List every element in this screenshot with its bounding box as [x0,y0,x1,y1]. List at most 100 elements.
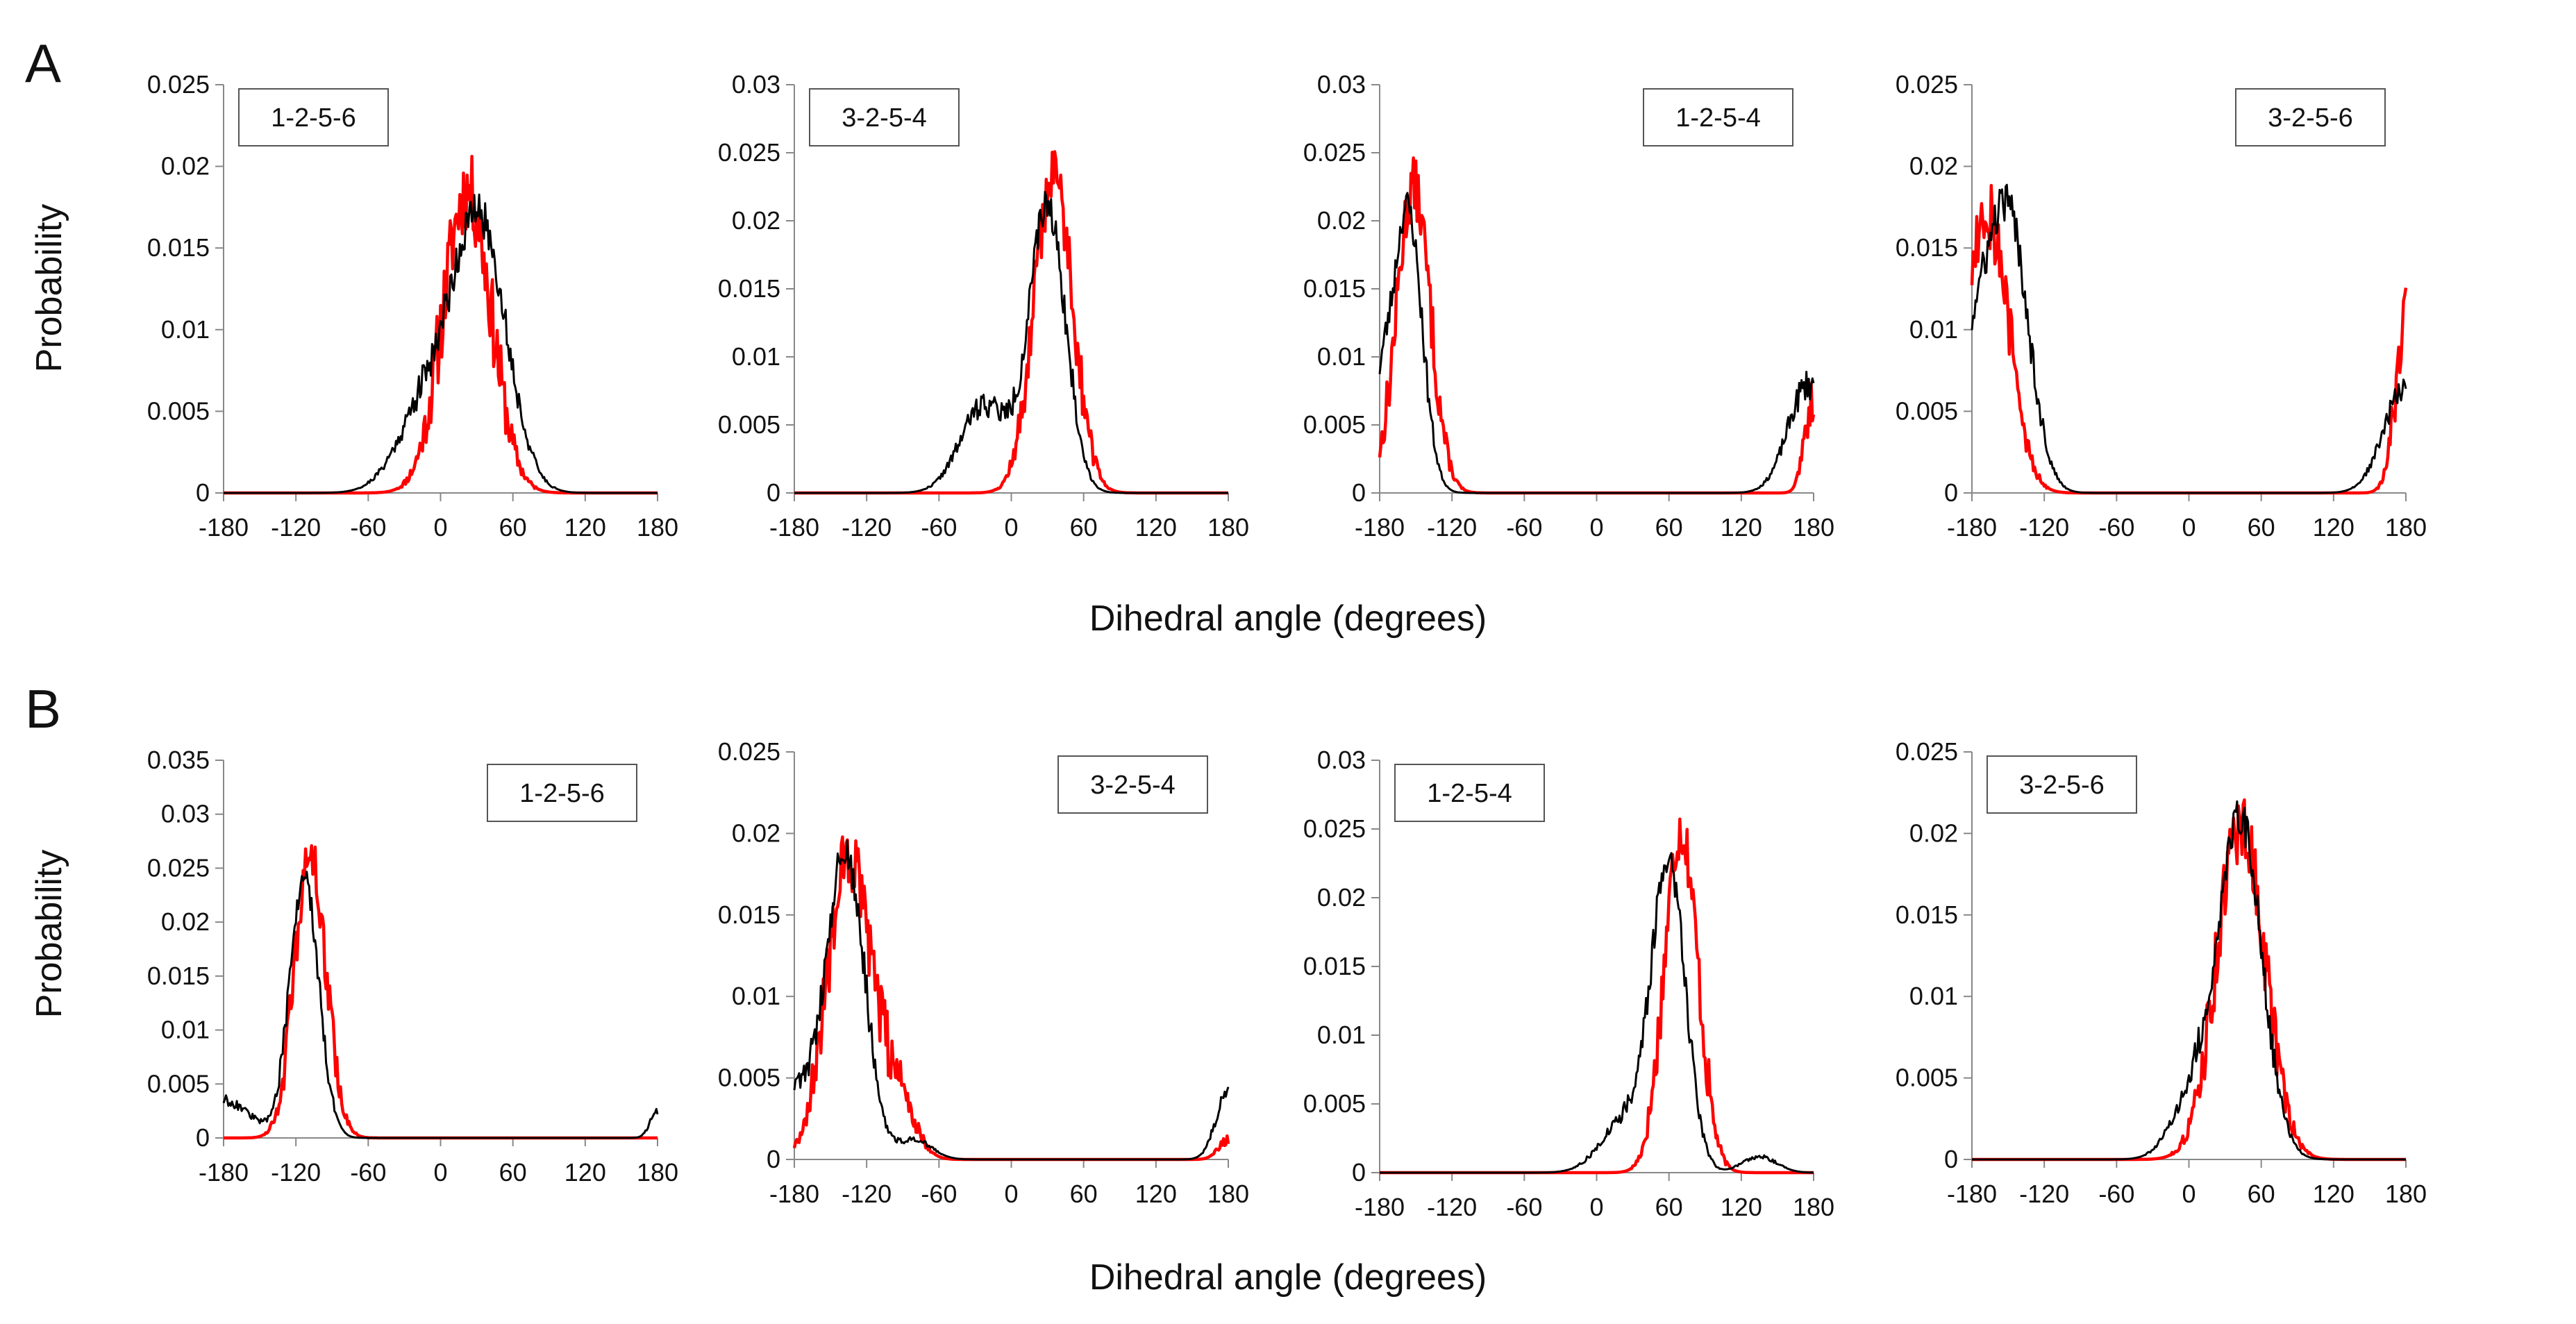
x-tick-label: -60 [2098,1180,2134,1208]
x-tick-label: 60 [1655,1193,1683,1221]
x-tick-label: 180 [1793,1193,1834,1221]
x-tick-label: -120 [1427,513,1477,542]
series-black-line [1971,183,2407,494]
y-tick-label: 0.005 [1303,410,1366,439]
legend-box [1057,755,1208,814]
y-tick-label: 0.02 [732,819,780,847]
y-axis-label-row-b: Probability [29,850,69,1019]
y-tick-label: 0.015 [718,274,780,303]
x-tick-label: 0 [2182,513,2196,542]
series-black-line [1380,852,1814,1174]
chart-8: 0 0.005 0.01 0.015 0.02 0.025 -180 -120 -60 0 60 12… [1896,737,2427,1208]
x-tick-label: -180 [769,513,819,542]
x-tick-label: -180 [1355,1193,1405,1221]
x-tick-label: -120 [271,513,321,542]
x-tick-label: 0 [1004,1180,1018,1208]
x-tick-label: 120 [1135,1180,1177,1208]
series-red-line [223,844,658,1140]
series-black-line [224,193,658,494]
y-tick-label: 0.005 [1896,1064,1958,1092]
legend-label: 3-2-5-4 [1090,771,1176,800]
x-tick-label: 60 [499,513,527,542]
x-tick-label: -120 [842,513,892,542]
x-tick-label: 180 [1207,513,1249,542]
y-tick-label: 0.015 [147,233,210,262]
x-tick-label: -120 [2019,1180,2069,1208]
chart-4: 0 0.005 0.01 0.015 0.02 0.025 -180 -120 -60 0 60 12… [1896,70,2427,542]
y-tick-label: 0.02 [1317,883,1366,912]
x-tick-label: -60 [921,1180,957,1208]
panel-label-b: B [25,678,61,739]
x-tick-label: -180 [1355,513,1405,542]
legend-box [1394,764,1545,822]
x-tick-label: 60 [1070,513,1098,542]
x-tick-label: 180 [2385,1180,2427,1208]
y-tick-label: 0.025 [1896,70,1958,99]
y-tick-label: 0.005 [1896,396,1958,425]
x-tick-label: 180 [1207,1180,1249,1208]
y-tick-label: 0 [196,478,210,507]
y-tick-label: 0.01 [161,1016,210,1044]
y-tick-label: 0.02 [732,206,780,235]
x-axis-label-row-a: Dihedral angle (degrees) [1089,598,1487,639]
y-tick-label: 0.01 [1317,1021,1366,1049]
y-tick-label: 0.03 [161,800,210,828]
x-tick-label: -180 [1947,513,1997,542]
y-tick-label: 0.005 [1303,1089,1366,1118]
y-tick-label: 0.025 [147,853,210,882]
panel-label-a: A [25,33,61,94]
y-axis-label-row-a: Probability [29,204,69,373]
y-tick-label: 0.015 [147,962,210,990]
y-tick-label: 0.03 [1317,746,1366,774]
series-black-line [222,871,659,1139]
x-tick-label: 180 [2385,513,2427,542]
x-tick-label: -60 [921,513,957,542]
x-tick-label: -120 [2019,513,2069,542]
y-tick-label: 0.025 [718,737,780,766]
y-tick-label: 0.005 [718,1064,780,1092]
y-tick-label: 0.015 [1896,900,1958,929]
y-tick-label: 0.015 [1303,952,1366,980]
y-tick-label: 0.005 [147,1069,210,1098]
series-black-line [793,839,1230,1161]
y-tick-label: 0.02 [1909,152,1958,181]
x-tick-label: 120 [1721,1193,1762,1221]
x-tick-label: 180 [637,1158,678,1187]
series-red-line [1971,798,2407,1162]
series-red-line [1970,183,2408,495]
series-black-line [1378,192,1815,494]
x-tick-label: -60 [350,513,386,542]
y-tick-label: 0.01 [732,342,780,371]
x-tick-label: 0 [1004,513,1018,542]
y-tick-label: 0.025 [1896,737,1958,766]
x-tick-label: 60 [2248,513,2275,542]
chart-3: 0 0.005 0.01 0.015 0.02 0.025 0.03 -180 -120 -60 0… [1303,70,1834,542]
series-black-line [1972,800,2406,1161]
y-tick-label: 0.025 [1303,814,1366,843]
x-tick-label: 60 [2248,1180,2275,1208]
chart-6: 0 0.005 0.01 0.015 0.02 0.025 -180 -120 -60 0 60 12… [718,737,1249,1208]
y-tick-label: 0 [767,1145,780,1173]
y-tick-label: 0.025 [718,138,780,167]
x-tick-label: 60 [499,1158,527,1187]
y-tick-label: 0.01 [1909,982,1958,1010]
y-tick-label: 0 [1352,1158,1366,1187]
y-tick-label: 0.02 [1317,206,1366,235]
y-tick-label: 0.005 [147,396,210,425]
legend-box [1987,755,2137,814]
y-tick-label: 0.005 [718,410,780,439]
legend-label: 1-2-5-6 [271,103,356,133]
y-tick-label: 0 [1944,478,1958,507]
series-black-line [794,190,1228,494]
y-tick-label: 0.03 [1317,70,1366,99]
x-tick-label: 0 [1589,513,1603,542]
x-tick-label: -60 [1506,1193,1542,1221]
chart-5: 0 0.005 0.01 0.015 0.02 0.025 0.03 0.035 -180 -12… [147,746,678,1187]
x-tick-label: 0 [433,513,447,542]
x-tick-label: 60 [1655,513,1683,542]
y-tick-label: 0.025 [1303,138,1366,167]
legend-label: 3-2-5-4 [842,103,927,133]
series-red-line [792,835,1230,1162]
x-axis-label-row-b: Dihedral angle (degrees) [1089,1257,1487,1298]
